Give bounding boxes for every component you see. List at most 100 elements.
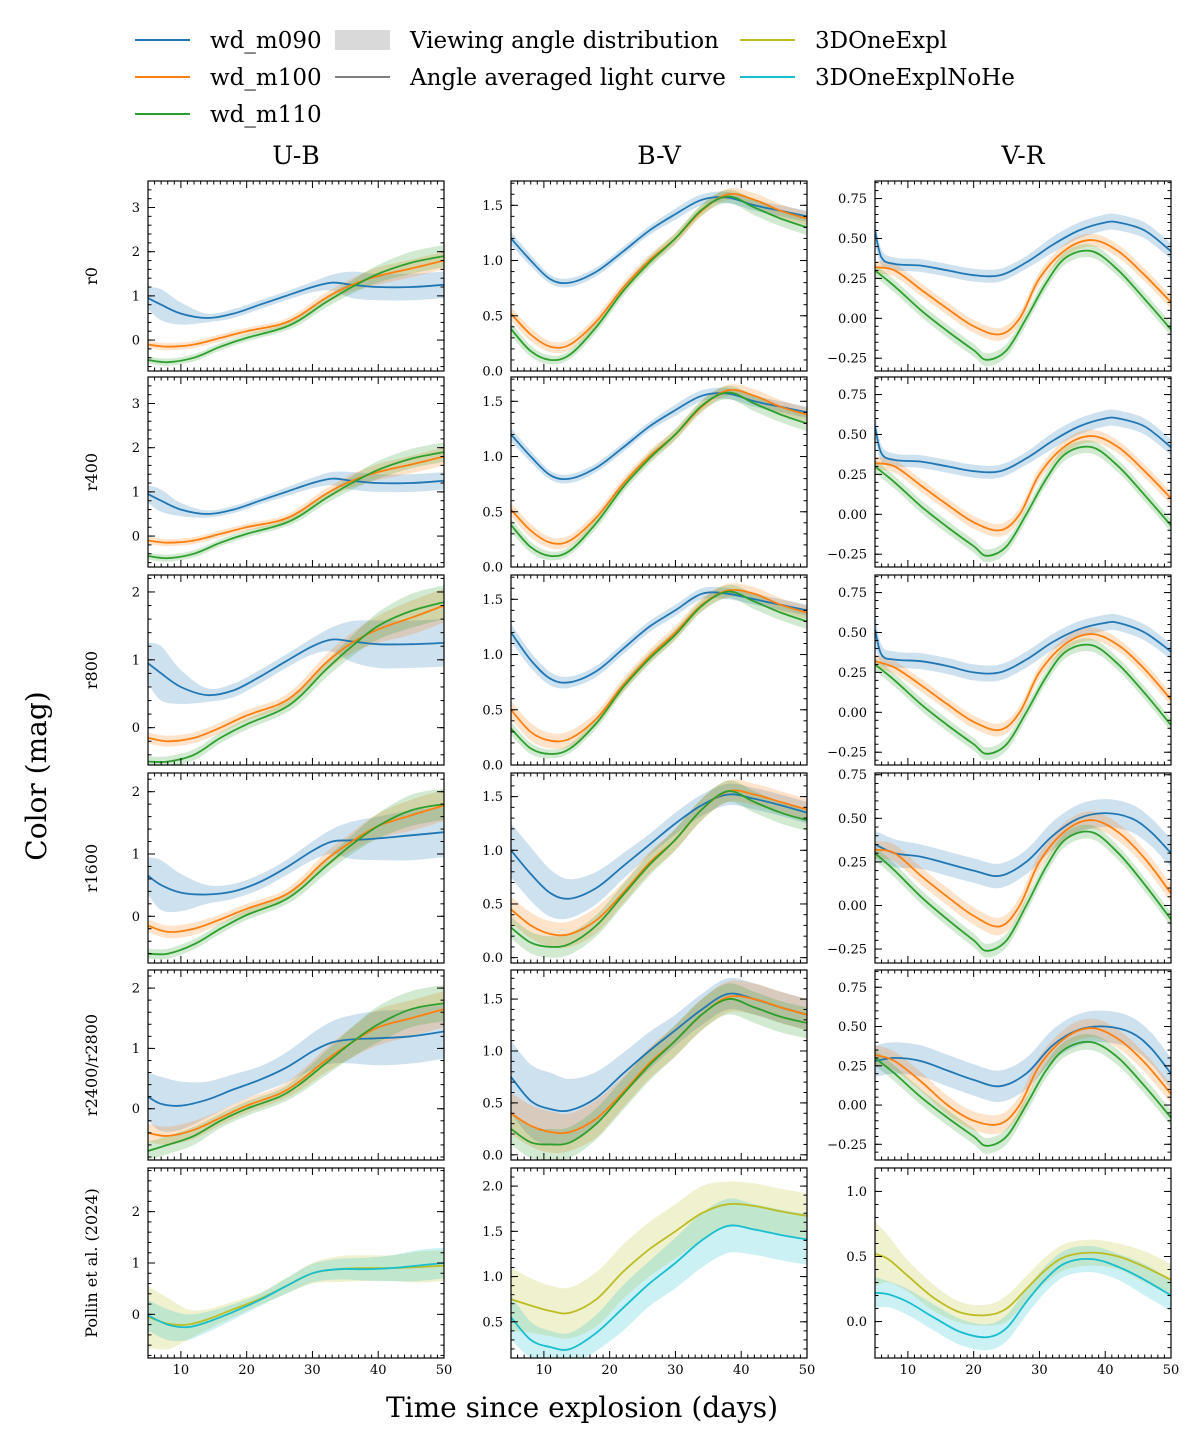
y-tick-label: 0.50 [838,812,867,827]
line-wd_m110 [511,590,807,755]
y-tick-label: 0.0 [482,365,503,380]
legend-label-0: wd_m090 [210,28,322,54]
y-tick-label: 0 [132,530,140,545]
y-tick-label: 1 [132,289,140,304]
band-wd_m090 [148,271,444,325]
line-wd_m110 [148,255,444,364]
y-tick-label: 1.5 [482,993,503,1008]
y-tick-label: 2 [132,585,140,600]
y-tick-label: 0.0 [482,951,503,966]
line-wd_m100 [148,259,444,348]
band-wd_m110 [875,638,1171,761]
band-wd_m100 [511,188,807,354]
line-wd_m110 [148,601,444,763]
line-wd_m090 [511,793,807,900]
band-wd_m110 [511,983,807,1160]
band-wd_m090 [875,409,1171,479]
y-tick-label: 0 [132,721,140,736]
y-axis-title: Color (mag) [20,691,53,860]
y-tick-label: 1.5 [482,593,503,608]
y-tick-label: 0.75 [838,192,867,207]
line-wd_m090 [875,416,1171,474]
band-3DOneExpl [875,1221,1171,1326]
line-wd_m110 [148,1002,444,1152]
band-3DOneExpl [148,1250,444,1350]
band-wd_m100 [875,429,1171,537]
y-tick-label: −0.25 [827,943,867,958]
band-wd_m090 [511,783,807,920]
panel-frame [874,772,1172,964]
panel-r2-c1: 0.0 0.5 1.0 1.5 [482,574,808,774]
y-tick-label: 1.5 [482,199,503,214]
line-3DOneExplNoHe [511,1224,807,1351]
x-tick-label: 10 [173,1363,190,1378]
band-wd_m110 [875,244,1171,367]
panel-frame [147,180,445,372]
x-tick-label: 40 [1097,1363,1114,1378]
panel-frame [510,180,808,372]
line-wd_m100 [148,604,444,743]
panel-r1-c0: 0 1 2 3 [132,376,445,568]
y-tick-label: 0.5 [482,703,503,718]
row-label-3: r1600 [82,844,101,892]
x-tick-label: 30 [1031,1363,1048,1378]
x-tick-label: 40 [733,1363,750,1378]
y-tick-label: −0.25 [827,1138,867,1153]
line-wd_m100 [875,1027,1171,1126]
y-tick-label: 0.00 [838,1099,867,1114]
y-tick-label: 0.50 [838,1020,867,1035]
panel-r3-c1: 0.0 0.5 1.0 1.5 [482,772,808,966]
band-wd_m100 [875,627,1171,737]
line-wd_m090 [875,220,1171,278]
y-tick-label: 0.75 [838,981,867,996]
y-tick-label: −0.25 [827,352,867,367]
band-wd_m110 [148,442,444,562]
panel-frame [874,1167,1172,1359]
legend-label-3: Viewing angle distribution [409,28,719,54]
x-tick-label: 20 [601,1363,618,1378]
y-tick-label: 0.25 [838,468,867,483]
band-3DOneExplNoHe [148,1247,444,1342]
line-wd_m090 [148,638,444,697]
panel-frame [874,574,1172,766]
x-tick-label: 40 [370,1363,387,1378]
panel-r5-c1: 10 20 30 40 50 0.5 1.0 1.5 2.0 [482,1167,815,1378]
line-wd_m090 [148,281,444,319]
line-wd_m100 [511,192,807,349]
y-tick-label: 1.0 [482,1270,503,1285]
y-tick-label: 1.0 [482,648,503,663]
y-tick-label: 0 [132,910,140,925]
line-wd_m090 [511,392,807,481]
row-label-4: r2400/r2800 [82,1014,101,1116]
y-tick-label: 0.5 [482,1315,503,1330]
band-wd_m100 [148,588,444,747]
band-wd_m090 [148,807,444,913]
y-tick-label: 0.00 [838,508,867,523]
y-tick-label: 0.00 [838,899,867,914]
y-tick-label: 0.00 [838,706,867,721]
panel-frame [147,969,445,1161]
y-tick-label: 0.5 [482,897,503,912]
panel-r0-c0: 0 1 2 3 [132,180,445,372]
panel-frame [874,180,1172,372]
band-wd_m100 [875,811,1171,936]
y-tick-label: 0.5 [846,1250,867,1265]
y-tick-label: 0.25 [838,272,867,287]
line-3DOneExpl [875,1251,1171,1317]
panel-r5-c0: 10 20 30 40 50 0 1 2 [132,1167,452,1378]
y-tick-label: 0.25 [838,666,867,681]
line-wd_m110 [511,391,807,558]
band-wd_m110 [511,780,807,958]
line-wd_m100 [148,455,444,544]
y-tick-label: 3 [132,397,140,412]
line-wd_m090 [511,591,807,684]
y-tick-label: 3 [132,201,140,216]
band-wd_m090 [875,1010,1171,1103]
row-label-5: Pollin et al. (2024) [82,1188,101,1338]
line-wd_m110 [511,998,807,1146]
band-wd_m090 [148,619,444,704]
line-wd_m110 [875,249,1171,361]
band-wd_m100 [148,251,444,351]
y-tick-label: 1.0 [482,254,503,269]
line-wd_m090 [148,831,444,896]
